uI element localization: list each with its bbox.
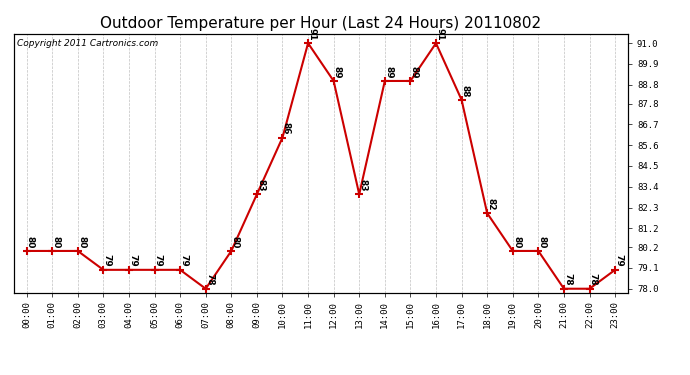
- Text: 80: 80: [77, 236, 86, 248]
- Text: 83: 83: [359, 179, 368, 192]
- Text: 86: 86: [282, 122, 290, 135]
- Text: 80: 80: [230, 236, 239, 248]
- Text: 91: 91: [307, 28, 317, 40]
- Text: 79: 79: [128, 254, 137, 267]
- Text: 80: 80: [538, 236, 546, 248]
- Text: 88: 88: [461, 84, 470, 97]
- Text: 79: 79: [614, 254, 624, 267]
- Text: 80: 80: [26, 236, 35, 248]
- Text: 89: 89: [410, 66, 419, 78]
- Text: 78: 78: [589, 273, 598, 286]
- Text: 89: 89: [333, 66, 342, 78]
- Text: Copyright 2011 Cartronics.com: Copyright 2011 Cartronics.com: [17, 39, 158, 48]
- Text: 80: 80: [52, 236, 61, 248]
- Text: 78: 78: [205, 273, 214, 286]
- Text: 79: 79: [179, 254, 188, 267]
- Text: 83: 83: [256, 179, 265, 192]
- Text: 79: 79: [103, 254, 112, 267]
- Text: 89: 89: [384, 66, 393, 78]
- Text: 82: 82: [486, 198, 495, 210]
- Text: 78: 78: [563, 273, 572, 286]
- Text: 79: 79: [154, 254, 163, 267]
- Text: 80: 80: [512, 236, 521, 248]
- Title: Outdoor Temperature per Hour (Last 24 Hours) 20110802: Outdoor Temperature per Hour (Last 24 Ho…: [100, 16, 542, 31]
- Text: 91: 91: [435, 28, 444, 40]
